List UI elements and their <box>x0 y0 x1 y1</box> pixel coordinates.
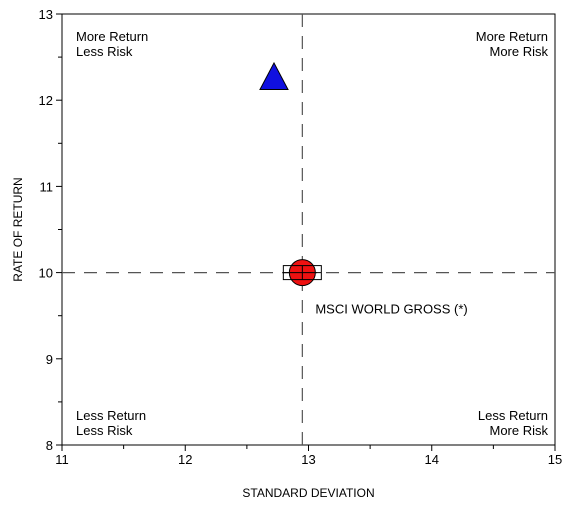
y-tick-label: 13 <box>39 7 53 22</box>
quadrant-label-top-right-line2: More Risk <box>489 44 548 59</box>
quadrant-label-bottom-left-line2: Less Risk <box>76 423 133 438</box>
quadrant-label-bottom-left-line1: Less Return <box>76 408 146 423</box>
x-tick-label: 14 <box>425 452 439 467</box>
y-tick-label: 11 <box>40 179 54 194</box>
y-tick-label: 9 <box>46 352 53 367</box>
x-tick-label: 11 <box>55 452 69 467</box>
x-tick-label: 13 <box>301 452 315 467</box>
point-triangle <box>259 61 289 91</box>
quadrant-label-bottom-right-line1: Less Return <box>478 408 548 423</box>
y-tick-label: 12 <box>39 93 53 108</box>
point-label: MSCI WORLD GROSS (*) <box>315 302 467 317</box>
x-axis-title: STANDARD DEVIATION <box>242 486 374 500</box>
plot-frame <box>61 13 556 446</box>
x-tick-label: 15 <box>548 452 562 467</box>
quadrant-label-bottom-right-line2: More Risk <box>489 423 548 438</box>
y-axis-title: RATE OF RETURN <box>11 177 25 281</box>
x-tick-label: 12 <box>178 452 192 467</box>
quadrant-label-top-left-line1: More Return <box>76 29 148 44</box>
y-tick-label: 8 <box>46 438 53 453</box>
quadrant-label-top-left-line2: Less Risk <box>76 44 133 59</box>
quadrant-label-top-right-line1: More Return <box>476 29 548 44</box>
y-tick-label: 10 <box>39 266 53 281</box>
